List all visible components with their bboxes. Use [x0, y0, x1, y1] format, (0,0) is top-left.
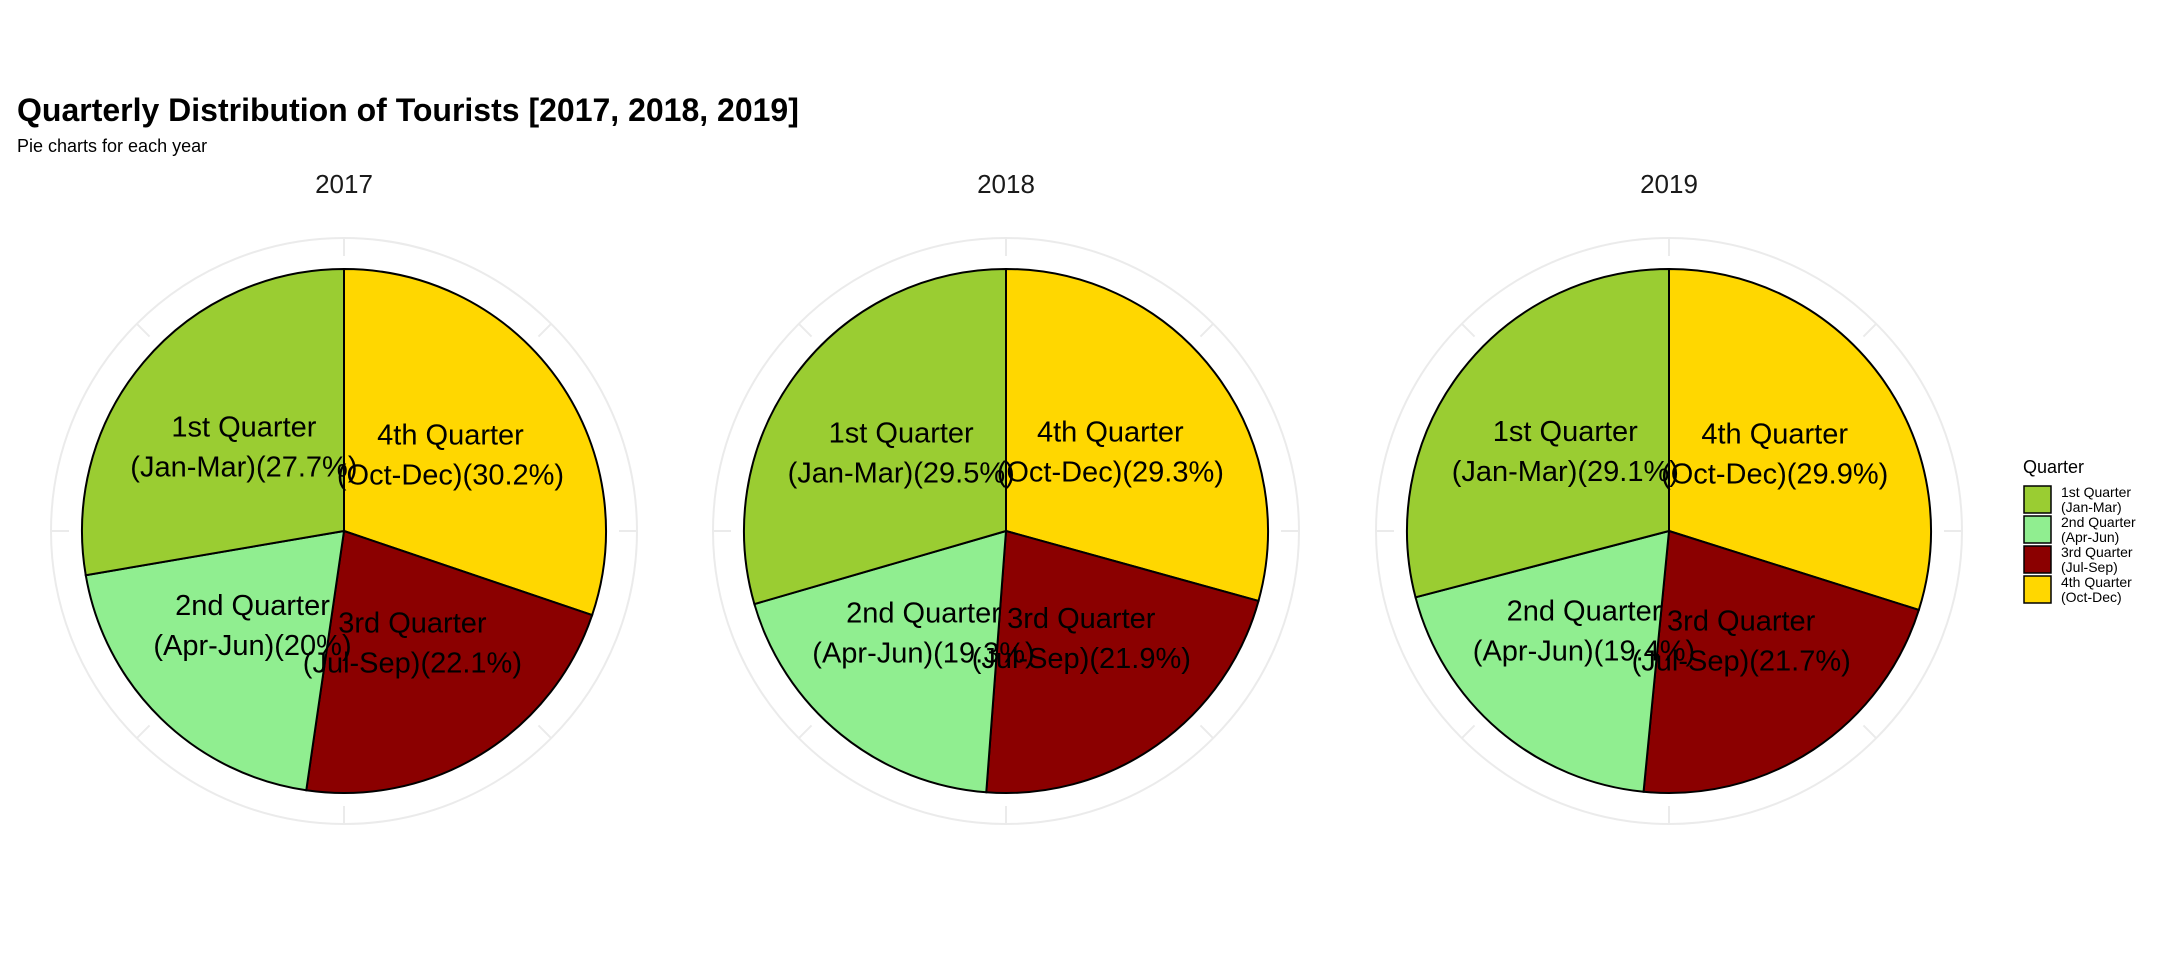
grid-tick: [537, 323, 552, 338]
legend-item-1: 1st Quarter(Jan-Mar): [2023, 484, 2131, 515]
slice-label-line-1: 2nd Quarter: [846, 598, 1001, 630]
legend-label-line-2: (Apr-Jun): [2061, 529, 2119, 545]
slice-label-line-1: 4th Quarter: [1701, 419, 1848, 451]
legend: Quarter 1st Quarter(Jan-Mar)2nd Quarter(…: [2023, 457, 2136, 605]
slice-label-4: 4th Quarter (Oct-Dec)(29.3%): [997, 417, 1224, 489]
slice-label-line-1: 2nd Quarter: [1507, 596, 1662, 628]
slice-label-line-2: (Jan-Mar)(29.1%): [1452, 456, 1679, 488]
slice-label-line-2: (Jul-Sep)(21.9%): [972, 643, 1191, 675]
pie-slice-1: [81, 267, 345, 577]
legend-label-line-2: (Jul-Sep): [2061, 559, 2118, 575]
legend-swatch: [2023, 545, 2052, 574]
legend-swatch: [2023, 485, 2052, 514]
slice-label-line-2: (Jul-Sep)(22.1%): [303, 648, 522, 680]
legend-label-line-2: (Jan-Mar): [2061, 499, 2122, 515]
legend-item-2: 2nd Quarter(Apr-Jun): [2023, 514, 2136, 545]
pie-slice-4: [1668, 267, 1933, 612]
legend-label-line-2: (Oct-Dec): [2061, 589, 2122, 605]
slice-label-line-1: 1st Quarter: [1493, 416, 1638, 448]
slice-label-3: 3rd Quarter (Jul-Sep)(21.9%): [972, 603, 1191, 675]
pie-slice-4: [1005, 267, 1269, 603]
slice-label-line-1: 3rd Quarter: [338, 608, 487, 640]
pie-slice-2: [753, 529, 1008, 794]
slice-label-line-2: (Oct-Dec)(30.2%): [337, 460, 564, 492]
pie-slice-3: [1642, 529, 1921, 794]
slice-label-1: 1st Quarter (Jan-Mar)(29.5%): [788, 417, 1015, 489]
slice-label-line-2: (Jul-Sep)(21.7%): [1632, 645, 1851, 677]
slice-label-2: 2nd Quarter (Apr-Jun)(19.3%): [812, 598, 1034, 670]
legend-item-3: 3rd Quarter(Jul-Sep): [2023, 544, 2133, 575]
slice-label-line-1: 3rd Quarter: [1007, 603, 1156, 635]
grid-tick: [1199, 724, 1214, 739]
slice-label-line-2: (Apr-Jun)(19.3%): [812, 638, 1034, 670]
slice-label-line-2: (Oct-Dec)(29.3%): [997, 457, 1224, 489]
legend-label-line-1: 3rd Quarter: [2061, 544, 2133, 560]
legend-item-4: 4th Quarter(Oct-Dec): [2023, 574, 2132, 605]
grid-tick: [1461, 724, 1476, 739]
pie-slice-1: [1405, 267, 1670, 599]
slice-label-4: 4th Quarter (Oct-Dec)(30.2%): [337, 420, 564, 492]
legend-label-line-1: 2nd Quarter: [2061, 514, 2136, 530]
facet-label: 2019: [1640, 169, 1698, 199]
slice-label-line-2: (Apr-Jun)(19.4%): [1473, 636, 1695, 668]
slice-label-3: 3rd Quarter (Jul-Sep)(21.7%): [1632, 605, 1851, 677]
pie-slice-4: [343, 267, 607, 617]
grid-tick: [798, 724, 813, 739]
legend-label-line-1: 4th Quarter: [2061, 574, 2132, 590]
grid-tick: [1862, 323, 1877, 338]
pie-panels: 2017 1st Quarter (Jan-Mar)(27.7%) 2nd Quart…: [50, 169, 1963, 825]
chart-subtitle: Pie charts for each year: [17, 136, 207, 156]
grid-tick: [798, 323, 813, 338]
slice-label-line-2: (Jan-Mar)(27.7%): [130, 452, 357, 484]
pie-slice-3: [305, 529, 594, 794]
slice-label-line-1: 1st Quarter: [171, 412, 316, 444]
slice-label-2: 2nd Quarter (Apr-Jun)(19.4%): [1473, 596, 1695, 668]
slice-label-line-2: (Jan-Mar)(29.5%): [788, 457, 1015, 489]
legend-swatch: [2023, 575, 2052, 604]
pie-2018: 2018 1st Quarter (Jan-Mar)(29.5%) 2nd Quart…: [712, 169, 1300, 825]
grid-tick: [136, 724, 151, 739]
slice-label-3: 3rd Quarter (Jul-Sep)(22.1%): [303, 608, 522, 680]
slice-label-1: 1st Quarter (Jan-Mar)(29.1%): [1452, 416, 1679, 488]
slice-label-line-2: (Oct-Dec)(29.9%): [1661, 459, 1888, 491]
slice-label-4: 4th Quarter (Oct-Dec)(29.9%): [1661, 419, 1888, 491]
slice-label-line-1: 2nd Quarter: [175, 590, 330, 622]
grid-tick: [1199, 323, 1214, 338]
grid-tick: [537, 724, 552, 739]
facet-label: 2018: [977, 169, 1035, 199]
legend-title: Quarter: [2023, 457, 2084, 477]
pie-slice-3: [985, 529, 1260, 794]
slice-label-1: 1st Quarter (Jan-Mar)(27.7%): [130, 412, 357, 484]
pie-slice-2: [1414, 529, 1671, 793]
grid-tick: [1461, 323, 1476, 338]
grid-tick: [1862, 724, 1877, 739]
chart-title: Quarterly Distribution of Tourists [2017…: [17, 92, 799, 128]
slice-label-line-1: 3rd Quarter: [1667, 605, 1816, 637]
pie-2019: 2019 1st Quarter (Jan-Mar)(29.1%) 2nd Quart…: [1375, 169, 1963, 825]
legend-swatch: [2023, 515, 2052, 544]
slice-label-2: 2nd Quarter (Apr-Jun)(20%): [153, 590, 351, 662]
pie-slice-1: [743, 267, 1007, 606]
grid-tick: [136, 323, 151, 338]
slice-label-line-1: 4th Quarter: [1037, 417, 1184, 449]
pie-2017: 2017 1st Quarter (Jan-Mar)(27.7%) 2nd Quart…: [50, 169, 638, 825]
slice-label-line-1: 1st Quarter: [829, 417, 974, 449]
slice-label-line-1: 4th Quarter: [377, 420, 524, 452]
pie-slice-2: [84, 529, 346, 792]
facet-label: 2017: [315, 169, 373, 199]
slice-label-line-2: (Apr-Jun)(20%): [153, 630, 351, 662]
legend-label-line-1: 1st Quarter: [2061, 484, 2131, 500]
